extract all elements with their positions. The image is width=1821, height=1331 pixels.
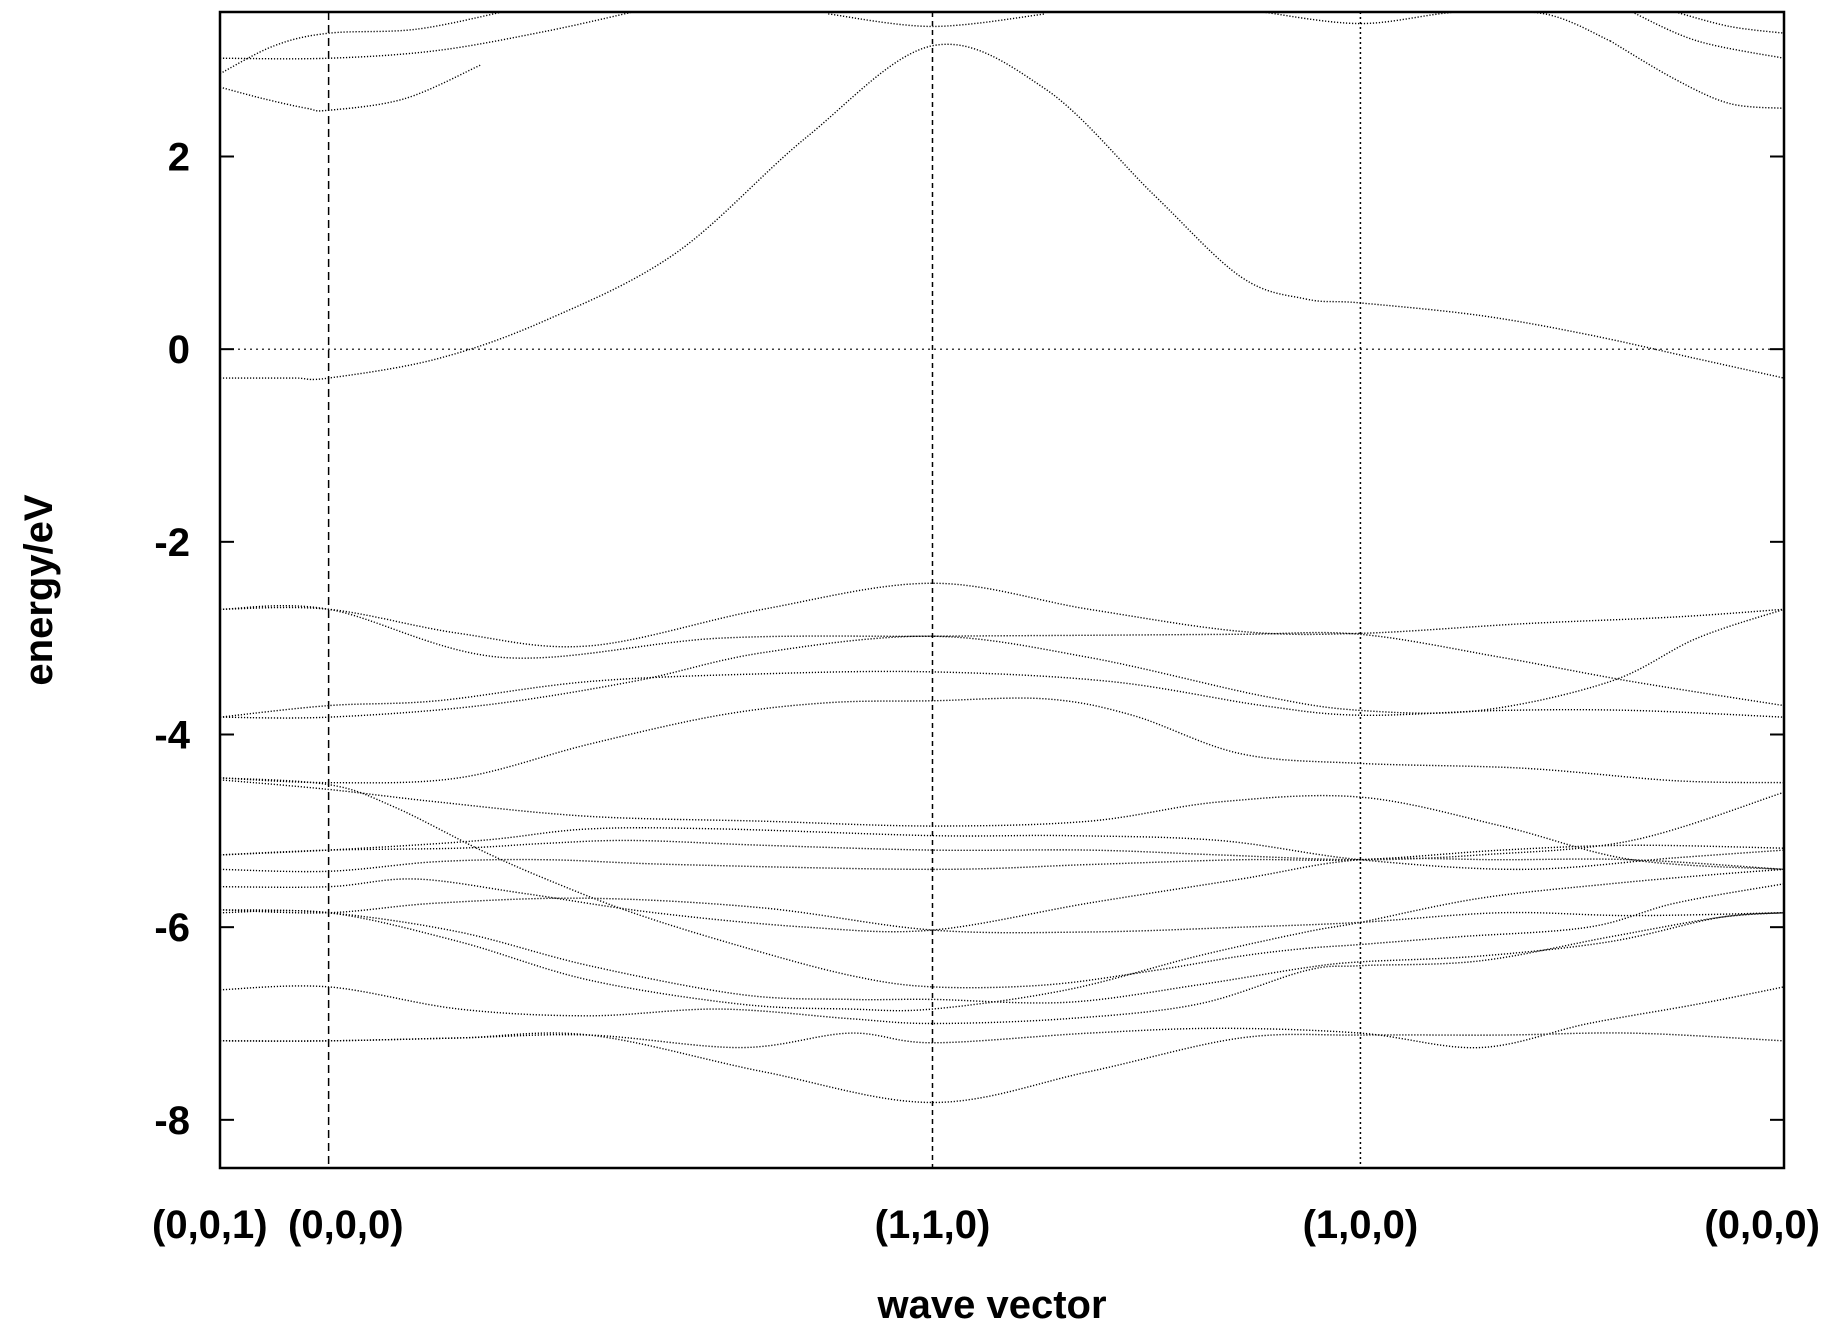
band-line-11 <box>220 605 1784 707</box>
y-tick-label-3: -2 <box>154 521 190 565</box>
x-tick-labels: (0,0,1) (0,0,0) (1,1,0) (1,0,0) (0,0,0) <box>152 1203 1820 1247</box>
band-line-7 <box>1609 40 1784 110</box>
y-axis-label: energy/eV <box>17 494 61 686</box>
y-tick-label-4: -4 <box>154 714 190 758</box>
band-line-4 <box>220 12 503 75</box>
band-line-19 <box>220 844 1784 873</box>
band-line-23 <box>220 868 1784 1012</box>
band-line-21 <box>220 897 1784 934</box>
band-line-17 <box>220 827 1784 871</box>
y-tick-label-2: 0 <box>168 328 190 372</box>
plot-frame <box>218 10 1786 1170</box>
band-line-1 <box>220 43 1784 381</box>
y-tick-label-5: -6 <box>154 906 190 950</box>
band-line-13 <box>220 670 1784 718</box>
band-line-2 <box>220 64 481 112</box>
band-line-15 <box>220 777 1784 989</box>
x-tick-label-5: (0,0,0) <box>1704 1203 1820 1247</box>
y-tick-labels: 2 0 -2 -4 -6 -8 <box>154 136 190 1143</box>
band-line-12 <box>220 608 1784 719</box>
band-line-14 <box>220 697 1784 784</box>
band-line-20 <box>220 857 1784 933</box>
band-line-16 <box>220 779 1784 871</box>
band-line-10 <box>220 582 1784 648</box>
band-line-26 <box>220 1032 1784 1104</box>
kpoint-lines <box>327 12 1362 1168</box>
y-tick-label-6: -8 <box>154 1099 190 1143</box>
band-line-9 <box>1675 12 1784 34</box>
x-tick-label-3: (1,1,0) <box>875 1203 991 1247</box>
x-tick-label-1: (0,0,1) <box>152 1203 268 1247</box>
x-axis-label: wave vector <box>876 1283 1106 1327</box>
band-line-5 <box>828 13 1046 28</box>
band-line-6 <box>1262 12 1611 42</box>
band-line-24 <box>220 912 1784 1025</box>
bands-layer <box>220 12 1784 1104</box>
band-line-3 <box>220 12 633 60</box>
x-tick-label-2: (0,0,0) <box>288 1203 404 1247</box>
band-line-8 <box>1631 12 1784 59</box>
y-tick-label-1: 2 <box>168 136 190 180</box>
band-line-22 <box>220 909 1784 1004</box>
x-tick-label-4: (1,0,0) <box>1303 1203 1419 1247</box>
y-ticks <box>220 155 1784 1121</box>
